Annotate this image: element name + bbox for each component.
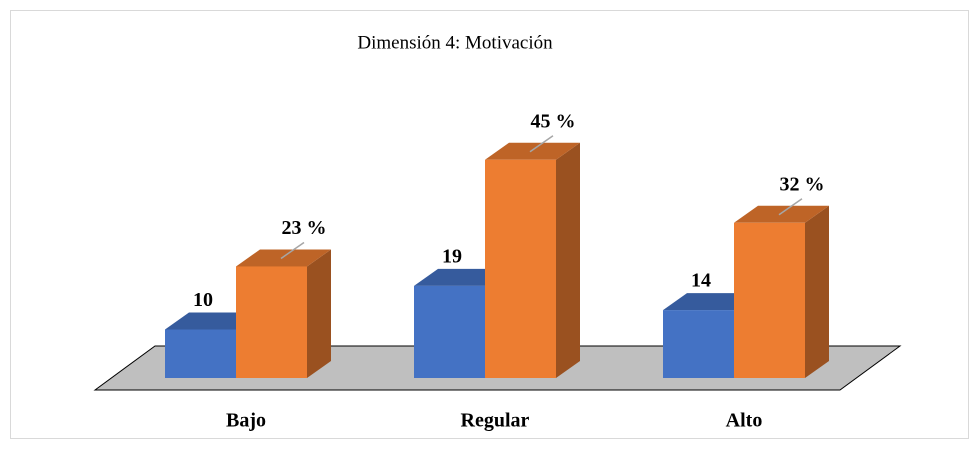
data-label: 14 <box>691 270 711 292</box>
leader-line <box>280 241 305 260</box>
bar-top <box>236 249 331 267</box>
x-tick-label: Alto <box>726 410 763 432</box>
data-label: 32 % <box>780 173 825 195</box>
bar <box>414 285 485 378</box>
leader-line <box>529 135 554 153</box>
bar-top <box>734 205 829 223</box>
bar-top <box>485 142 580 160</box>
bar <box>236 266 307 378</box>
bar <box>165 329 236 378</box>
leader-line <box>778 198 803 216</box>
data-label: 23 % <box>282 217 327 239</box>
data-label: 45 % <box>531 110 576 132</box>
bar <box>663 310 734 378</box>
bar <box>485 159 556 378</box>
bar <box>734 222 805 378</box>
bar-side <box>805 205 829 378</box>
data-label: 19 <box>442 245 462 267</box>
chart-title: Dimensión 4: Motivación <box>357 32 553 53</box>
x-tick-label: Bajo <box>226 410 266 432</box>
bar-side <box>307 249 331 378</box>
data-label: 10 <box>193 289 213 311</box>
x-tick-label: Regular <box>461 410 530 432</box>
bar-side <box>556 142 580 378</box>
